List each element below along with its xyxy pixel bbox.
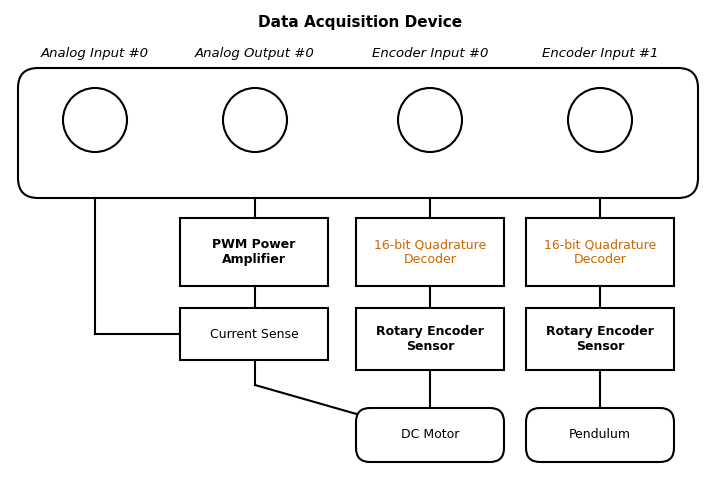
FancyBboxPatch shape	[180, 308, 328, 360]
Text: Analog Input #0: Analog Input #0	[41, 48, 149, 61]
Text: 16-bit Quadrature
Decoder: 16-bit Quadrature Decoder	[374, 238, 486, 266]
Text: DC Motor: DC Motor	[401, 429, 459, 441]
Circle shape	[568, 88, 632, 152]
Text: Encoder Input #1: Encoder Input #1	[542, 48, 658, 61]
FancyBboxPatch shape	[356, 218, 504, 286]
Text: Pendulum: Pendulum	[569, 429, 631, 441]
Text: PWM Power
Amplifier: PWM Power Amplifier	[212, 238, 296, 266]
Circle shape	[223, 88, 287, 152]
Text: Data Acquisition Device: Data Acquisition Device	[258, 14, 462, 29]
Text: Current Sense: Current Sense	[210, 327, 298, 340]
FancyBboxPatch shape	[526, 408, 674, 462]
Text: Rotary Encoder
Sensor: Rotary Encoder Sensor	[546, 325, 654, 353]
Text: Rotary Encoder
Sensor: Rotary Encoder Sensor	[376, 325, 484, 353]
FancyBboxPatch shape	[18, 68, 698, 198]
FancyBboxPatch shape	[180, 218, 328, 286]
Text: Encoder Input #0: Encoder Input #0	[372, 48, 488, 61]
Circle shape	[63, 88, 127, 152]
FancyBboxPatch shape	[356, 308, 504, 370]
FancyBboxPatch shape	[356, 408, 504, 462]
Circle shape	[398, 88, 462, 152]
FancyBboxPatch shape	[526, 308, 674, 370]
Text: Analog Output #0: Analog Output #0	[195, 48, 315, 61]
Text: 16-bit Quadrature
Decoder: 16-bit Quadrature Decoder	[544, 238, 656, 266]
FancyBboxPatch shape	[526, 218, 674, 286]
